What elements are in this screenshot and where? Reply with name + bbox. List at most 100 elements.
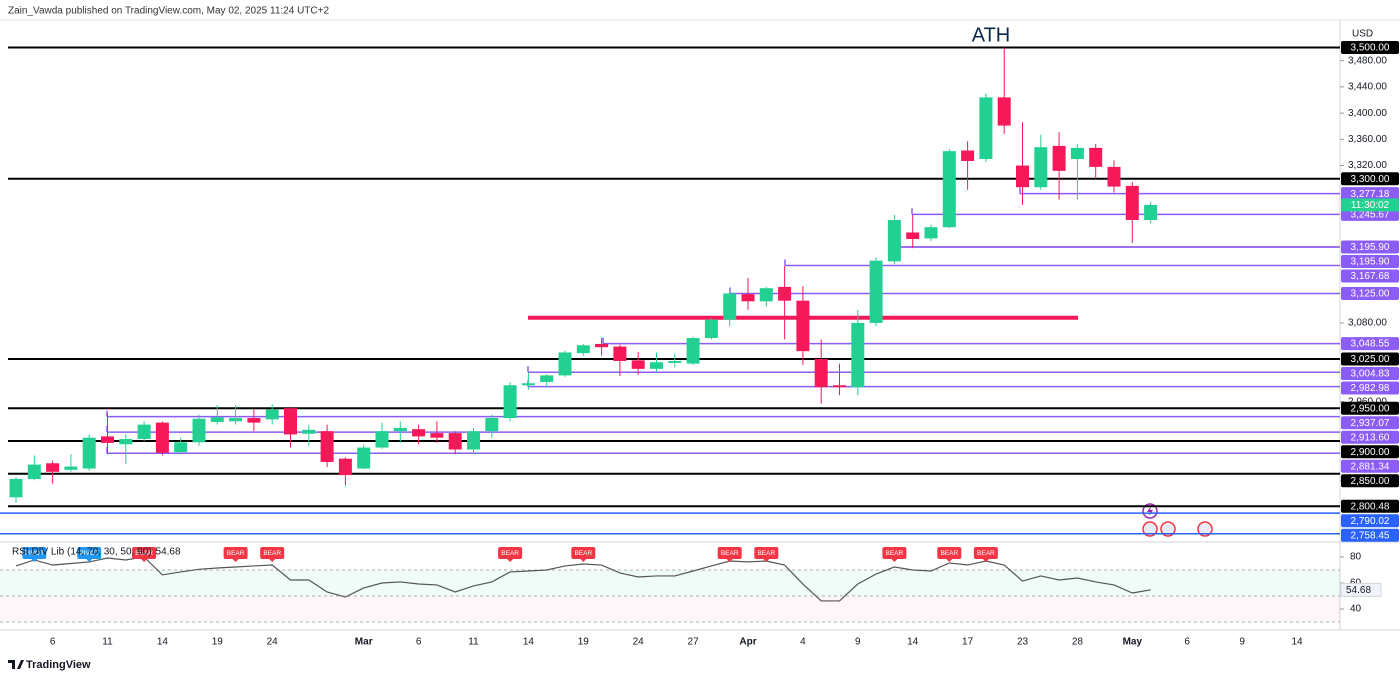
signal-pointer xyxy=(763,559,770,562)
x-tick-label: 14 xyxy=(1291,637,1303,648)
candle-body xyxy=(1070,147,1084,160)
candle-body xyxy=(1034,147,1048,188)
level-label: 2,900.00 xyxy=(1351,447,1390,458)
signal-label: PIVOT xyxy=(25,550,45,557)
level-label-box xyxy=(1341,337,1399,351)
signal-pointer xyxy=(31,559,38,562)
candle-body xyxy=(1144,204,1158,220)
candle-body xyxy=(393,427,407,432)
candle-body xyxy=(521,383,535,386)
level-label-box xyxy=(1341,459,1399,473)
level-label: 3,048.55 xyxy=(1351,339,1390,350)
candle-body xyxy=(924,227,938,239)
indicator-value: 54.68 xyxy=(156,547,181,558)
x-tick-label: 6 xyxy=(416,637,422,648)
x-tick-label: 23 xyxy=(1017,637,1029,648)
y-tick-label: 80 xyxy=(1350,552,1362,563)
level-label-box xyxy=(1341,269,1399,283)
level-label: 3,245.67 xyxy=(1351,209,1390,220)
signal-pointer xyxy=(726,559,733,562)
candle-body xyxy=(467,431,480,450)
level-label-box xyxy=(1341,474,1399,488)
signal-pointer xyxy=(269,559,276,562)
level-label: 2,913.60 xyxy=(1351,432,1390,443)
rsi-upper-zone xyxy=(0,569,1340,596)
last-value-box xyxy=(1340,582,1382,597)
candle-body xyxy=(1016,165,1029,188)
level-label-box xyxy=(1341,528,1399,542)
level-label-box xyxy=(1341,445,1399,459)
level-label: 2,950.00 xyxy=(1351,403,1390,414)
candle-body xyxy=(64,466,78,470)
candle-body xyxy=(82,437,96,469)
signal-label: BEAR xyxy=(757,550,775,557)
x-tick-label: Apr xyxy=(739,637,756,648)
candle-body xyxy=(46,463,60,472)
footer-logo: TradingView xyxy=(8,659,91,671)
level-label: 3,277.18 xyxy=(1351,189,1390,200)
level-label: 2,982.98 xyxy=(1351,383,1390,394)
level-label-box xyxy=(1341,254,1399,268)
signal-pointer xyxy=(946,559,953,562)
candle-body xyxy=(265,409,279,420)
candle-body xyxy=(851,322,865,388)
signal-pointer xyxy=(891,559,898,562)
signal-label: BEAR xyxy=(501,550,519,557)
x-tick-label: 28 xyxy=(1072,637,1084,648)
candle-body xyxy=(302,429,316,434)
candle-body xyxy=(1089,147,1103,167)
level-label-box xyxy=(1341,381,1399,395)
candle-body xyxy=(9,479,23,498)
candle-body xyxy=(448,433,462,450)
candle-body xyxy=(338,458,352,476)
candle-body xyxy=(686,338,700,364)
level-label-box xyxy=(1341,514,1399,528)
signal-pointer xyxy=(507,559,514,562)
candle-body xyxy=(833,385,846,388)
level-label: 2,790.02 xyxy=(1351,516,1390,527)
x-tick-label: 19 xyxy=(578,637,590,648)
signal-label: BEAR xyxy=(135,550,153,557)
signal-box xyxy=(132,547,157,559)
candle-body xyxy=(741,294,755,302)
candle-body xyxy=(229,418,243,422)
level-label: 3,125.00 xyxy=(1351,289,1390,300)
footer-brand: TradingView xyxy=(26,659,91,671)
candle-body xyxy=(412,429,426,437)
y-tick-label: 3,080.00 xyxy=(1348,318,1387,329)
event-icon xyxy=(1197,521,1213,537)
x-tick-label: May xyxy=(1123,637,1143,648)
candle-body xyxy=(613,346,627,361)
x-tick-label: 24 xyxy=(267,637,279,648)
signal-box xyxy=(77,547,102,559)
x-tick-label: 9 xyxy=(855,637,861,648)
candle-body xyxy=(503,385,517,419)
candle-body xyxy=(174,442,188,453)
candle-body xyxy=(375,431,389,448)
event-icon xyxy=(1142,521,1158,537)
y-tick-label: 3,440.00 xyxy=(1348,82,1387,93)
level-label-box xyxy=(1341,352,1399,366)
candle-body xyxy=(1052,145,1066,171)
level-label-box xyxy=(1341,41,1399,55)
signal-box xyxy=(754,547,779,559)
event-icon xyxy=(1160,521,1176,537)
candle-body xyxy=(1107,166,1121,187)
x-tick-label: 27 xyxy=(688,637,700,648)
signal-label: BEAR xyxy=(263,550,281,557)
signal-box xyxy=(973,547,998,559)
signal-box xyxy=(937,547,962,559)
level-label: 3,167.68 xyxy=(1351,271,1390,282)
x-tick-label: 24 xyxy=(633,637,645,648)
annotation: ATH xyxy=(972,24,1011,46)
x-tick-label: 17 xyxy=(962,637,974,648)
candle-body xyxy=(997,97,1011,126)
x-tick-label: 14 xyxy=(157,637,169,648)
y-tick-label: 3,480.00 xyxy=(1348,55,1387,66)
candle-body xyxy=(814,359,828,388)
level-label: 3,500.00 xyxy=(1351,43,1390,54)
candle-body xyxy=(485,418,499,432)
signal-label: BEAR xyxy=(721,550,739,557)
rsi-line xyxy=(15,556,1151,602)
